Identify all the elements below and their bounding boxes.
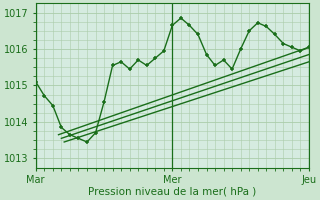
X-axis label: Pression niveau de la mer( hPa ): Pression niveau de la mer( hPa ) xyxy=(88,187,256,197)
